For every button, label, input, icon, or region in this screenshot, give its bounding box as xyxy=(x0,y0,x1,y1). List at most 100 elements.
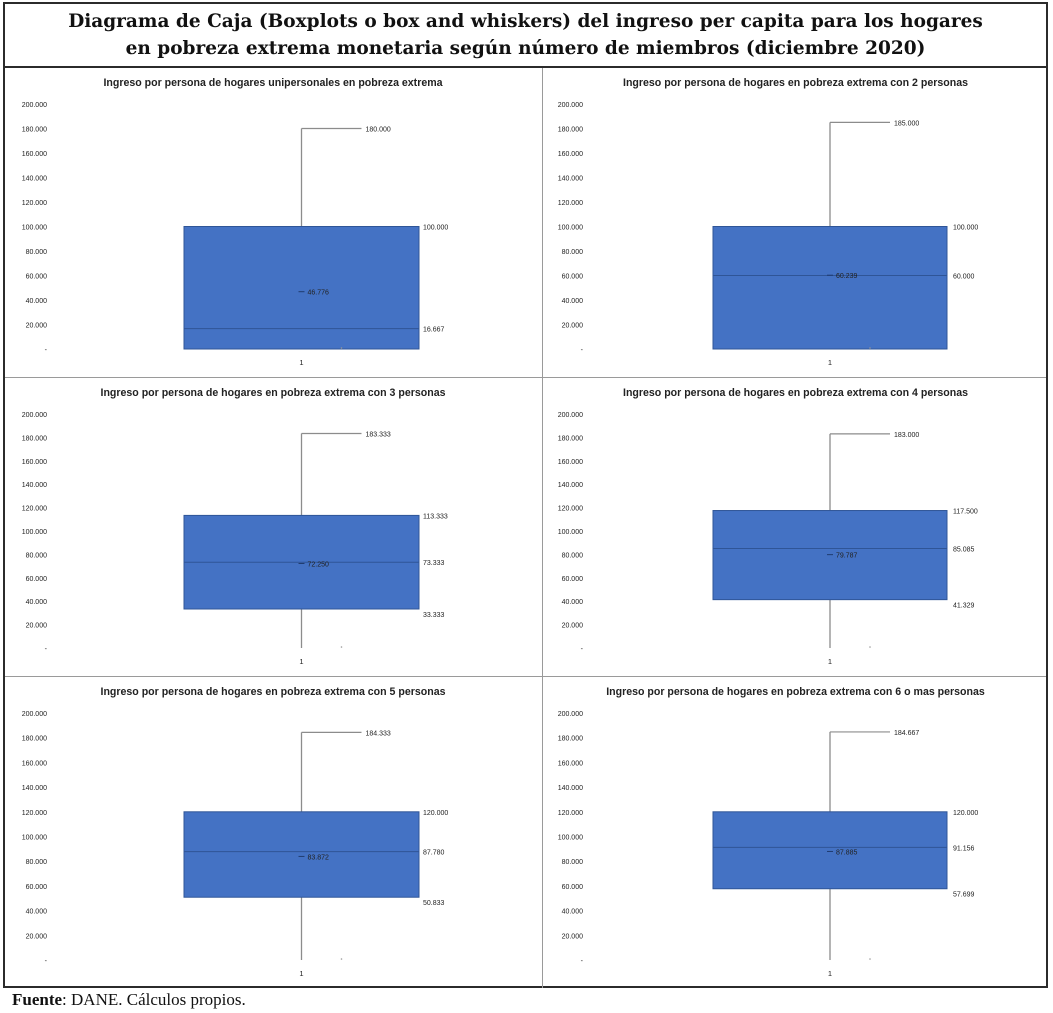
y-tick-label: - xyxy=(45,646,48,653)
y-tick-label: 120.000 xyxy=(558,506,583,513)
y-tick-label: 20.000 xyxy=(26,623,48,630)
iqr-box xyxy=(712,811,948,890)
median-value-label: 60.000 xyxy=(953,274,975,281)
y-tick-label: 100.000 xyxy=(22,529,47,536)
x-tick-label: 1 xyxy=(299,969,303,978)
x-tick-label: 1 xyxy=(299,358,303,367)
q3-value-label: 100.000 xyxy=(423,225,448,232)
median-value-label: 91.156 xyxy=(953,845,975,852)
max-value-label: 185.000 xyxy=(894,120,919,127)
y-tick-label: 40.000 xyxy=(562,599,584,606)
max-value-label: 184.667 xyxy=(894,730,919,737)
y-tick-label: - xyxy=(581,646,584,653)
mean-value-label: 79.787 xyxy=(836,553,858,560)
x-tick-label: 1 xyxy=(828,358,832,367)
baseline-dot xyxy=(340,958,343,960)
boxplot-panel-5: Ingreso por persona de hogares en pobrez… xyxy=(5,677,541,988)
y-tick-label: 40.000 xyxy=(26,909,48,916)
baseline-dot xyxy=(869,958,871,960)
y-tick-label: 80.000 xyxy=(562,552,584,559)
x-tick-label: 1 xyxy=(828,657,832,666)
x-tick-label: 1 xyxy=(299,657,303,666)
y-tick-label: 140.000 xyxy=(558,785,583,792)
y-tick-label: 60.000 xyxy=(562,884,584,891)
boxplot-chart: - 20.000 40.000 60.000 80.000 100.000 120.000 1… xyxy=(22,711,449,978)
y-tick-label: 100.000 xyxy=(558,835,583,842)
y-tick-label: 160.000 xyxy=(22,760,47,767)
iqr-box xyxy=(183,226,420,350)
y-tick-label: 140.000 xyxy=(558,482,583,489)
q1-value-label: 50.833 xyxy=(423,900,445,907)
figure-frame: Diagrama de Caja (Boxplots o box and whi… xyxy=(3,2,1048,988)
source-text: : DANE. Cálculos propios. xyxy=(62,990,246,1009)
boxplot-chart: - 20.000 40.000 60.000 80.000 100.000 120.000 1… xyxy=(558,711,979,978)
y-tick-label: 80.000 xyxy=(562,859,584,866)
y-tick-label: 140.000 xyxy=(22,176,47,183)
y-tick-label: - xyxy=(581,958,584,965)
max-value-label: 184.333 xyxy=(366,730,391,737)
boxplot-panel-6: Ingreso por persona de hogares en pobrez… xyxy=(543,677,1048,988)
panel-title: Ingreso por persona de hogares en pobrez… xyxy=(606,686,985,698)
panel-divider-vertical xyxy=(542,68,543,988)
y-tick-label: 60.000 xyxy=(26,274,48,281)
median-value-label: 85.085 xyxy=(953,546,975,553)
y-tick-label: 60.000 xyxy=(562,576,584,583)
y-tick-label: 100.000 xyxy=(22,225,47,232)
y-tick-label: 40.000 xyxy=(562,909,584,916)
boxplot-panel-4: Ingreso por persona de hogares en pobrez… xyxy=(543,378,1048,676)
boxplot-panel-2: Ingreso por persona de hogares en pobrez… xyxy=(543,68,1048,377)
y-tick-label: 160.000 xyxy=(22,459,47,466)
y-tick-label: 100.000 xyxy=(558,225,583,232)
panel-title: Ingreso por persona de hogares en pobrez… xyxy=(100,387,446,399)
y-tick-label: 80.000 xyxy=(26,552,48,559)
y-tick-label: 60.000 xyxy=(26,884,48,891)
mean-value-label: 87.885 xyxy=(836,849,858,856)
q3-value-label: 120.000 xyxy=(953,810,978,817)
y-tick-label: 200.000 xyxy=(22,412,47,419)
panel-title: Ingreso por persona de hogares en pobrez… xyxy=(623,387,968,399)
y-tick-label: 180.000 xyxy=(558,127,583,134)
panel-divider-horizontal-1 xyxy=(5,377,1046,378)
y-tick-label: 40.000 xyxy=(26,298,48,305)
x-tick-label: 1 xyxy=(828,969,832,978)
q3-value-label: 117.500 xyxy=(953,509,978,516)
baseline-dot xyxy=(340,646,343,648)
y-tick-label: 120.000 xyxy=(558,200,583,207)
mean-value-label: 72.250 xyxy=(308,561,330,568)
source-label: Fuente xyxy=(12,990,63,1009)
y-tick-label: 200.000 xyxy=(558,412,583,419)
y-tick-label: 80.000 xyxy=(562,249,584,256)
y-tick-label: 120.000 xyxy=(22,506,47,513)
boxplot-chart: - 20.000 40.000 60.000 80.000 100.000 120.000 1… xyxy=(22,412,448,666)
y-tick-label: 20.000 xyxy=(26,933,48,940)
panel-title: Ingreso por persona de hogares en pobrez… xyxy=(623,77,968,89)
y-tick-label: 40.000 xyxy=(26,599,48,606)
boxplot-chart: - 20.000 40.000 60.000 80.000 100.000 120.000 1… xyxy=(558,412,978,666)
y-tick-label: 200.000 xyxy=(558,711,583,718)
y-tick-label: 160.000 xyxy=(22,151,47,158)
max-value-label: 180.000 xyxy=(366,127,391,134)
q1-value-label: 41.329 xyxy=(953,603,975,610)
iqr-box xyxy=(183,811,420,898)
q1-value-label: 33.333 xyxy=(423,612,445,619)
median-value-label: 16.667 xyxy=(423,327,445,334)
y-tick-label: 180.000 xyxy=(22,435,47,442)
y-tick-label: 20.000 xyxy=(562,623,584,630)
mean-value-label: 46.776 xyxy=(308,290,330,297)
baseline-dot xyxy=(340,347,343,349)
q1-value-label: 57.699 xyxy=(953,892,975,899)
mean-value-label: 60.239 xyxy=(836,273,858,280)
y-tick-label: 180.000 xyxy=(22,736,47,743)
q3-value-label: 100.000 xyxy=(953,225,978,232)
y-tick-label: 140.000 xyxy=(22,785,47,792)
baseline-dot xyxy=(869,347,871,349)
figure-title-line2: en pobreza extrema monetaria según númer… xyxy=(125,38,926,59)
y-tick-label: 80.000 xyxy=(26,249,48,256)
y-tick-label: 160.000 xyxy=(558,459,583,466)
y-tick-label: 120.000 xyxy=(558,810,583,817)
mean-value-label: 83.872 xyxy=(308,854,330,861)
panel-title: Ingreso por persona de hogares uniperson… xyxy=(103,77,443,89)
boxplot-panel-1: Ingreso por persona de hogares uniperson… xyxy=(5,68,541,377)
median-value-label: 87.780 xyxy=(423,850,445,857)
max-value-label: 183.000 xyxy=(894,432,919,439)
